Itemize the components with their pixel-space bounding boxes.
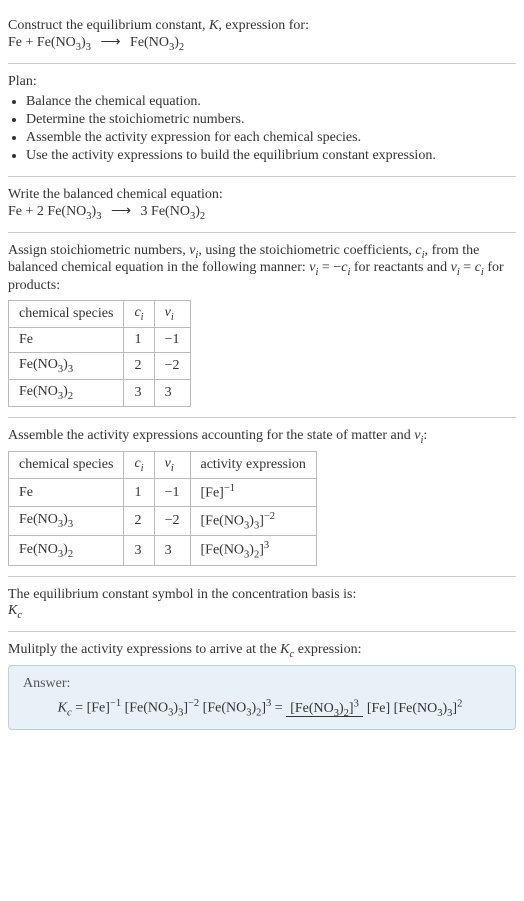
col-nui: νi: [154, 301, 190, 328]
kc-expression: Kc = [Fe]−1 [Fe(NO3)3]−2 [Fe(NO3)2]3 = […: [23, 698, 501, 719]
cell-c: 2: [124, 352, 154, 379]
cell-nu: 3: [154, 536, 190, 565]
multiply-text: Mulitply the activity expressions to arr…: [8, 642, 516, 660]
col-activity: activity expression: [190, 452, 316, 479]
cell-activity: [Fe(NO3)2]3: [190, 536, 316, 565]
arrow-icon: ⟶: [111, 204, 131, 219]
plan-item: Assemble the activity expression for eac…: [26, 130, 516, 146]
cell-activity: [Fe]−1: [190, 479, 316, 507]
fraction-numerator: [Fe(NO3)2]3: [286, 701, 363, 717]
table-row: Fe(NO3)2 3 3: [9, 379, 191, 406]
col-nui: νi: [154, 452, 190, 479]
text: Construct the equilibrium constant,: [8, 18, 209, 33]
table-row: Fe(NO3)3 2 −2 [Fe(NO3)3]−2: [9, 506, 317, 535]
table-row: Fe(NO3)2 3 3 [Fe(NO3)2]3: [9, 536, 317, 565]
table-header-row: chemical species ci νi activity expressi…: [9, 452, 317, 479]
multiply-section: Mulitply the activity expressions to arr…: [8, 632, 516, 740]
balanced-section: Write the balanced chemical equation: Fe…: [8, 177, 516, 233]
balanced-title: Write the balanced chemical equation:: [8, 187, 516, 203]
symbol-section: The equilibrium constant symbol in the c…: [8, 577, 516, 632]
cell-species: Fe(NO3)2: [9, 536, 124, 565]
cell-c: 1: [124, 479, 154, 507]
plus: +: [22, 35, 37, 50]
table-row: Fe 1 −1: [9, 327, 191, 352]
cell-nu: −1: [154, 327, 190, 352]
plan-title: Plan:: [8, 74, 516, 90]
col-ci: ci: [124, 301, 154, 328]
cell-c: 2: [124, 506, 154, 535]
kc-symbol: Kc: [8, 603, 516, 621]
table-row: Fe 1 −1 [Fe]−1: [9, 479, 317, 507]
text: , expression for:: [218, 18, 309, 33]
cell-c: 1: [124, 327, 154, 352]
col-species: chemical species: [9, 452, 124, 479]
cell-species: Fe: [9, 327, 124, 352]
species: Fe(NO3)2: [130, 35, 184, 50]
fraction-denominator: [Fe] [Fe(NO3)3]2: [363, 701, 466, 716]
answer-label: Answer:: [23, 676, 501, 692]
col-ci: ci: [124, 452, 154, 479]
species: Fe: [8, 204, 22, 219]
species: Fe(NO3)3: [37, 35, 91, 50]
arrow-icon: ⟶: [100, 35, 120, 50]
plan-item: Balance the chemical equation.: [26, 94, 516, 110]
fraction: [Fe(NO3)2]3[Fe] [Fe(NO3)3]2: [286, 699, 466, 719]
plan-section: Plan: Balance the chemical equation. Det…: [8, 64, 516, 177]
cell-species: Fe(NO3)3: [9, 506, 124, 535]
plan-list: Balance the chemical equation. Determine…: [8, 94, 516, 164]
assign-section: Assign stoichiometric numbers, νi, using…: [8, 233, 516, 418]
answer-box: Answer: Kc = [Fe]−1 [Fe(NO3)3]−2 [Fe(NO3…: [8, 665, 516, 730]
activity-table: chemical species ci νi activity expressi…: [8, 451, 317, 565]
plan-item: Determine the stoichiometric numbers.: [26, 112, 516, 128]
assemble-text: Assemble the activity expressions accoun…: [8, 428, 516, 446]
symbol-text: The equilibrium constant symbol in the c…: [8, 587, 516, 603]
assemble-section: Assemble the activity expressions accoun…: [8, 418, 516, 577]
species: Fe: [8, 35, 22, 50]
cell-nu: −2: [154, 506, 190, 535]
col-species: chemical species: [9, 301, 124, 328]
cell-species: Fe(NO3)3: [9, 352, 124, 379]
cell-c: 3: [124, 379, 154, 406]
table-row: Fe(NO3)3 2 −2: [9, 352, 191, 379]
problem-statement: Construct the equilibrium constant, K, e…: [8, 8, 516, 64]
cell-species: Fe: [9, 479, 124, 507]
stoich-table: chemical species ci νi Fe 1 −1 Fe(NO3)3 …: [8, 300, 191, 406]
balanced-equation: Fe + 2 Fe(NO3)3 ⟶ 3 Fe(NO3)2: [8, 203, 516, 222]
cell-nu: −1: [154, 479, 190, 507]
table-header-row: chemical species ci νi: [9, 301, 191, 328]
species: Fe(NO3)2: [151, 204, 205, 219]
plus: + 2: [22, 204, 47, 219]
problem-line1: Construct the equilibrium constant, K, e…: [8, 18, 516, 34]
species: Fe(NO3)3: [47, 204, 101, 219]
cell-species: Fe(NO3)2: [9, 379, 124, 406]
K-symbol: K: [209, 18, 218, 33]
assign-text: Assign stoichiometric numbers, νi, using…: [8, 243, 516, 295]
cell-nu: 3: [154, 379, 190, 406]
cell-c: 3: [124, 536, 154, 565]
cell-activity: [Fe(NO3)3]−2: [190, 506, 316, 535]
unbalanced-equation: Fe + Fe(NO3)3 ⟶ Fe(NO3)2: [8, 34, 516, 53]
coef: 3: [141, 204, 152, 219]
plan-item: Use the activity expressions to build th…: [26, 148, 516, 164]
cell-nu: −2: [154, 352, 190, 379]
